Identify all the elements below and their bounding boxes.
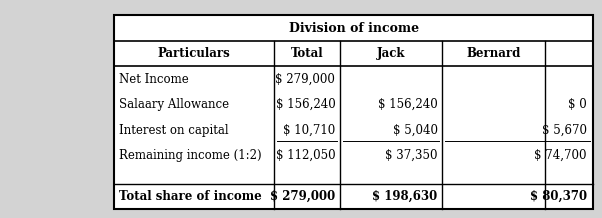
Text: Division of income: Division of income bbox=[288, 22, 419, 34]
Text: Jack: Jack bbox=[377, 47, 406, 60]
Text: Total: Total bbox=[291, 47, 323, 60]
Text: $ 37,350: $ 37,350 bbox=[385, 149, 438, 162]
Text: Remaining income (1:2): Remaining income (1:2) bbox=[119, 149, 262, 162]
Text: $ 156,240: $ 156,240 bbox=[276, 98, 335, 111]
Text: $ 156,240: $ 156,240 bbox=[378, 98, 438, 111]
Text: Interest on capital: Interest on capital bbox=[119, 124, 229, 137]
Text: $ 279,000: $ 279,000 bbox=[276, 73, 335, 86]
Text: $ 112,050: $ 112,050 bbox=[276, 149, 335, 162]
Text: Bernard: Bernard bbox=[467, 47, 521, 60]
Text: Net Income: Net Income bbox=[119, 73, 189, 86]
Text: $ 0: $ 0 bbox=[568, 98, 587, 111]
Text: $ 10,710: $ 10,710 bbox=[283, 124, 335, 137]
Text: $ 74,700: $ 74,700 bbox=[535, 149, 587, 162]
Bar bbox=[114, 15, 593, 209]
Text: $ 5,040: $ 5,040 bbox=[393, 124, 438, 137]
Text: $ 198,630: $ 198,630 bbox=[373, 190, 438, 203]
Text: $ 5,670: $ 5,670 bbox=[542, 124, 587, 137]
Text: Particulars: Particulars bbox=[158, 47, 231, 60]
Text: Salaary Allowance: Salaary Allowance bbox=[119, 98, 229, 111]
Text: Total share of income: Total share of income bbox=[119, 190, 262, 203]
Text: $ 80,370: $ 80,370 bbox=[530, 190, 587, 203]
Text: $ 279,000: $ 279,000 bbox=[270, 190, 335, 203]
